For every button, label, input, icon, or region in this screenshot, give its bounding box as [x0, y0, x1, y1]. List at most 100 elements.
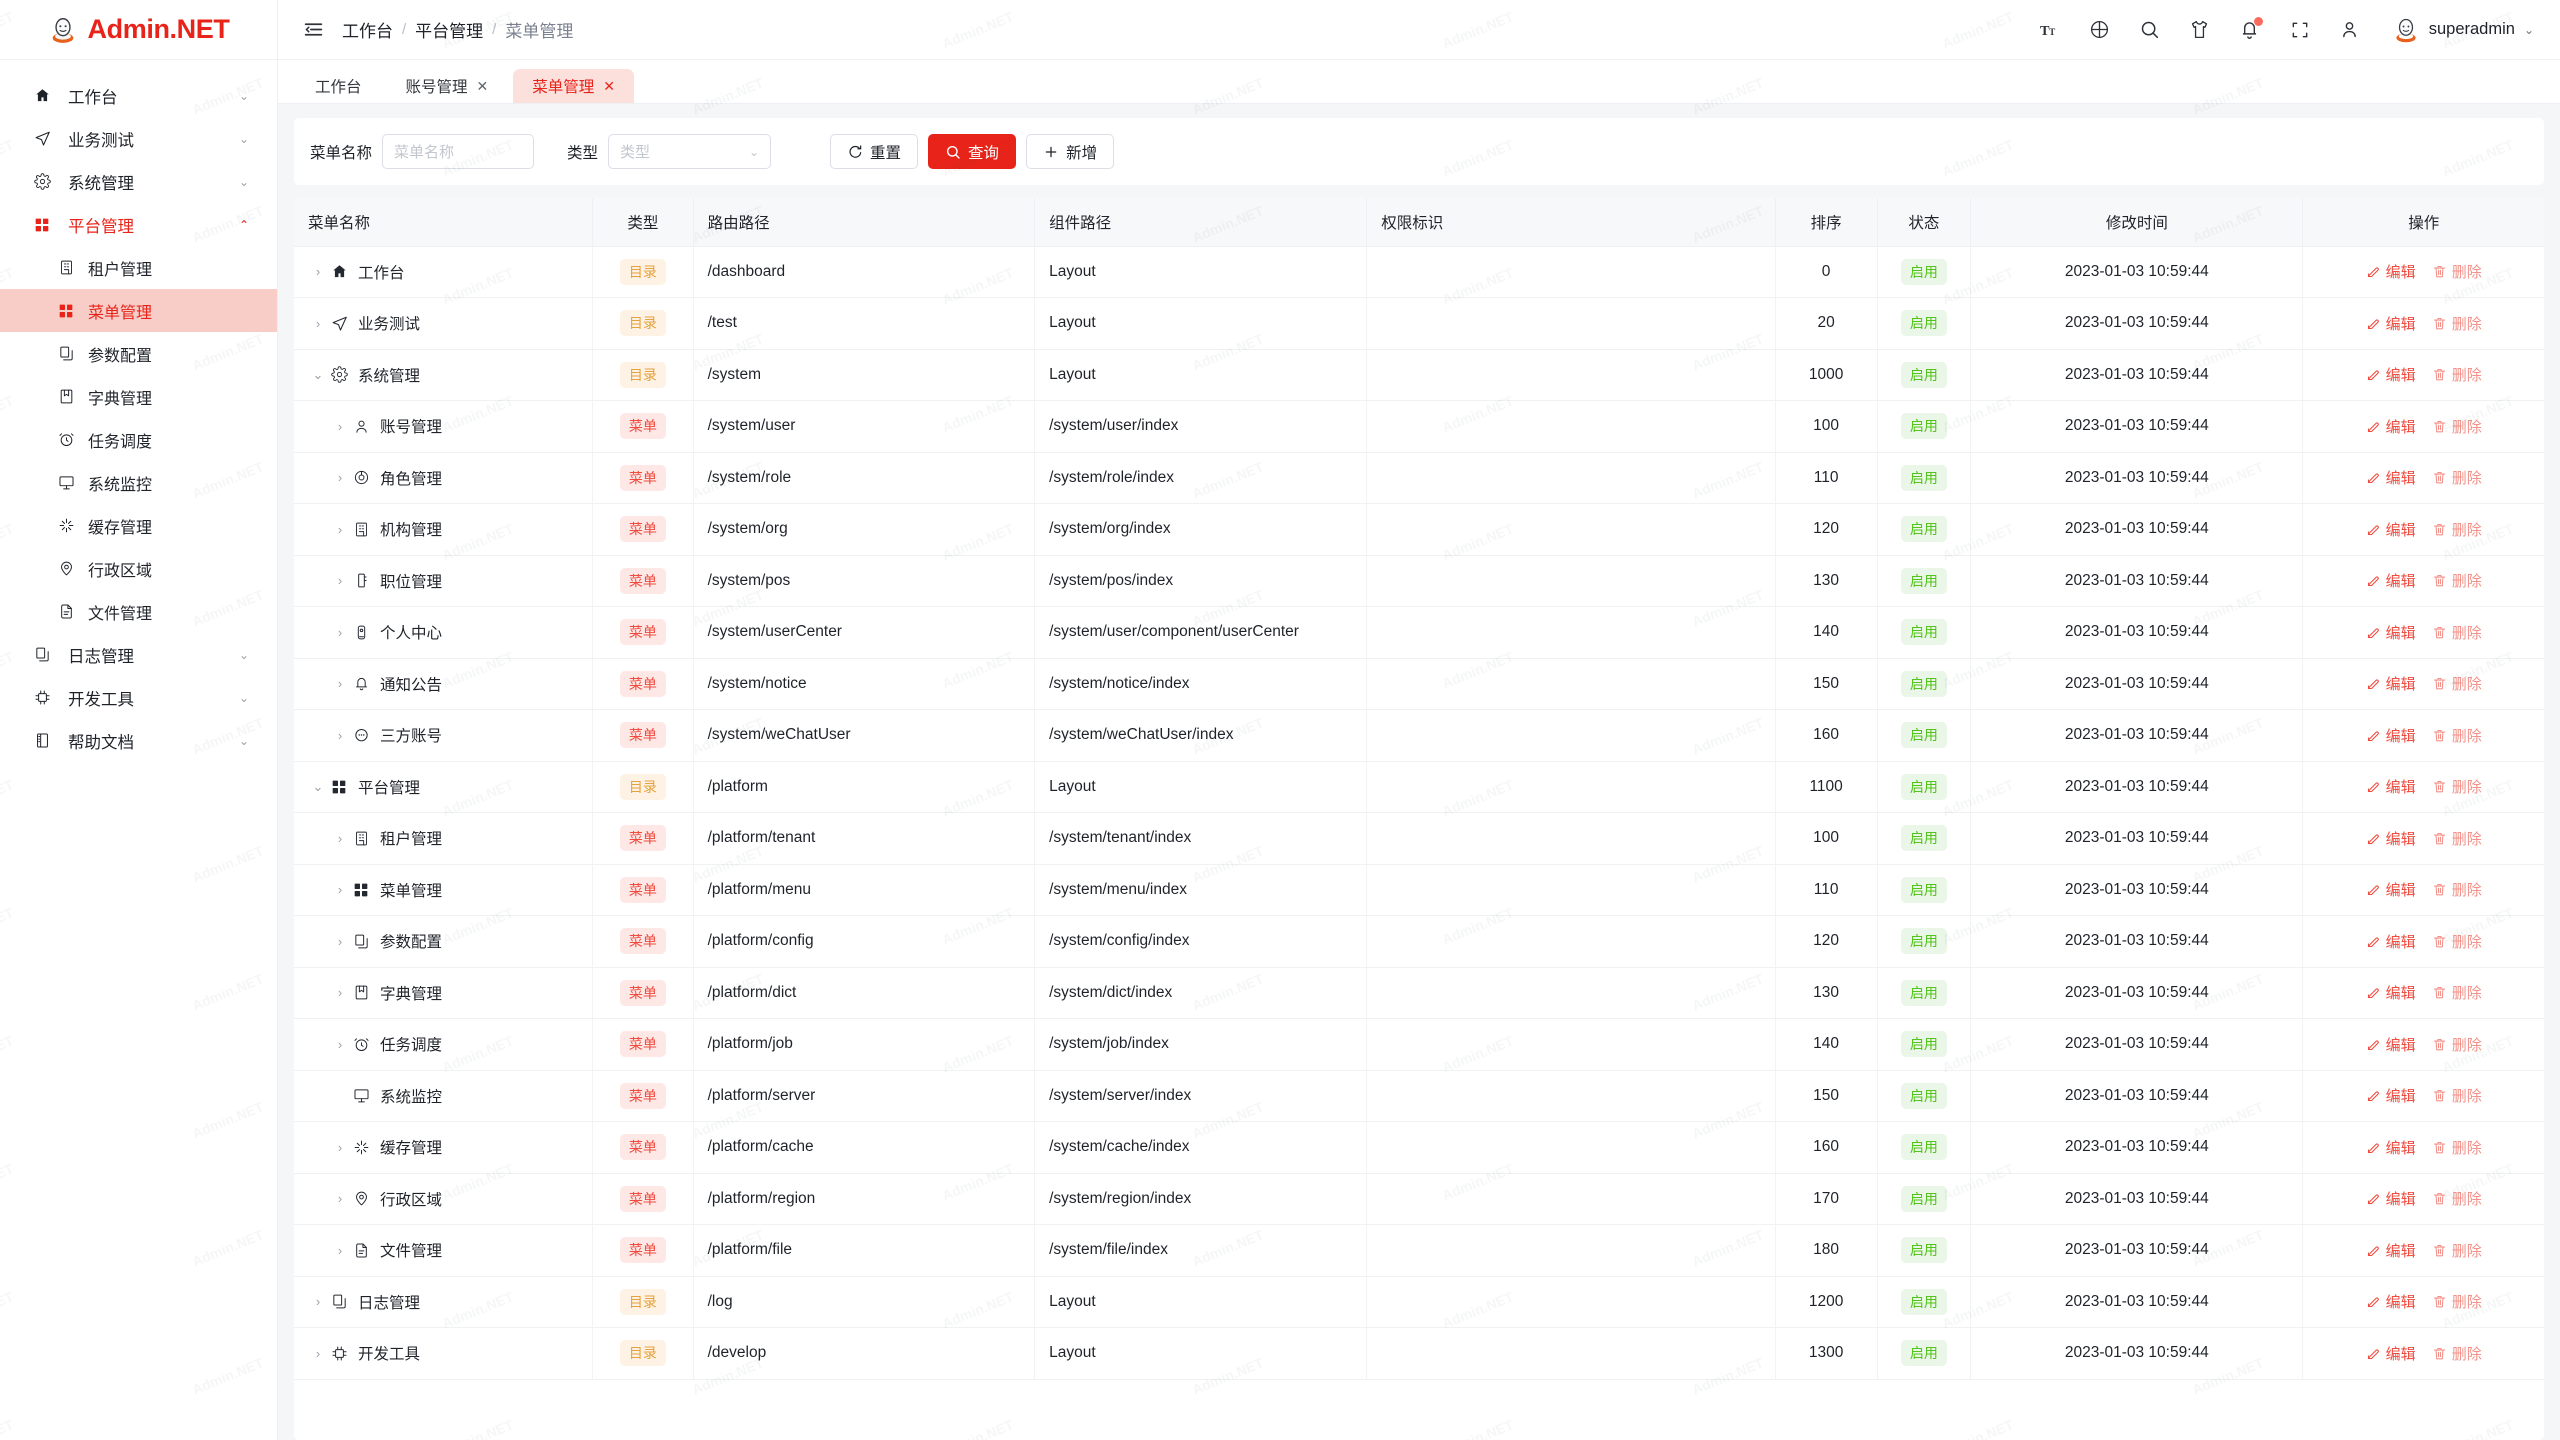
table-row[interactable]: › 行政区域 菜单/platform/region/system/region/in… [294, 1173, 2544, 1225]
chevron-right-icon[interactable]: › [337, 1139, 343, 1155]
edit-button[interactable]: 编辑 [2366, 467, 2416, 488]
table-row[interactable]: › 账号管理 菜单/system/user/system/user/index 100… [294, 400, 2544, 453]
delete-button[interactable]: 删除 [2432, 519, 2482, 540]
user-menu[interactable]: superadmin ⌄ [2392, 16, 2534, 44]
chevron-right-icon[interactable]: › [337, 830, 343, 846]
edit-button[interactable]: 编辑 [2366, 1034, 2416, 1055]
menu-name-input[interactable]: 菜单名称 [382, 134, 535, 169]
close-icon[interactable]: ✕ [476, 78, 489, 94]
chevron-right-icon[interactable]: › [337, 676, 343, 692]
breadcrumb-item-0[interactable]: 工作台 [342, 22, 393, 41]
chevron-right-icon[interactable]: › [337, 1242, 343, 1258]
delete-button[interactable]: 删除 [2432, 725, 2482, 746]
delete-button[interactable]: 删除 [2432, 261, 2482, 282]
chevron-right-icon[interactable]: › [337, 1191, 343, 1207]
chevron-right-icon[interactable]: › [315, 1294, 321, 1310]
delete-button[interactable]: 删除 [2432, 467, 2482, 488]
edit-button[interactable]: 编辑 [2366, 519, 2416, 540]
delete-button[interactable]: 删除 [2432, 1240, 2482, 1261]
bell-icon[interactable] [2238, 16, 2263, 42]
sidebar-item-4[interactable]: 租户管理 [0, 246, 277, 289]
chevron-right-icon[interactable]: › [337, 521, 343, 537]
sidebar-item-15[interactable]: 帮助文档 ⌄ [0, 719, 277, 762]
chevron-right-icon[interactable]: › [337, 882, 343, 898]
edit-button[interactable]: 编辑 [2366, 776, 2416, 797]
sidebar-item-13[interactable]: 日志管理 ⌄ [0, 633, 277, 676]
chevron-right-icon[interactable]: › [315, 315, 321, 331]
delete-button[interactable]: 删除 [2432, 828, 2482, 849]
delete-button[interactable]: 删除 [2432, 570, 2482, 591]
sidebar-item-1[interactable]: 业务测试 ⌄ [0, 117, 277, 160]
sidebar-item-12[interactable]: 文件管理 [0, 590, 277, 633]
sidebar-item-8[interactable]: 任务调度 [0, 418, 277, 461]
delete-button[interactable]: 删除 [2432, 313, 2482, 334]
table-row[interactable]: › 三方账号 菜单/system/weChatUser/system/weChatU… [294, 709, 2544, 762]
chevron-down-icon[interactable]: ⌄ [312, 366, 324, 382]
table-row[interactable]: › 字典管理 菜单/platform/dict/system/dict/index 1… [294, 967, 2544, 1019]
tab-1[interactable]: 账号管理 ✕ [387, 69, 508, 103]
edit-button[interactable]: 编辑 [2366, 1085, 2416, 1106]
sidebar-item-0[interactable]: 工作台 ⌄ [0, 74, 277, 117]
font-size-icon[interactable]: T T [2038, 18, 2062, 42]
edit-button[interactable]: 编辑 [2366, 1343, 2416, 1364]
sidebar-item-5[interactable]: 菜单管理 [0, 289, 277, 332]
chevron-right-icon[interactable]: › [337, 727, 343, 743]
chevron-right-icon[interactable]: › [315, 1345, 321, 1361]
sidebar-item-14[interactable]: 开发工具 ⌄ [0, 676, 277, 719]
delete-button[interactable]: 删除 [2432, 1291, 2482, 1312]
delete-button[interactable]: 删除 [2432, 416, 2482, 437]
delete-button[interactable]: 删除 [2432, 1034, 2482, 1055]
breadcrumb-item-1[interactable]: 平台管理 [415, 22, 484, 41]
table-row[interactable]: ⌄ 系统管理 目录/system Layout 1000 启用 2023-01-03 10:… [294, 349, 2544, 401]
sidebar-item-11[interactable]: 行政区域 [0, 547, 277, 590]
edit-button[interactable]: 编辑 [2366, 622, 2416, 643]
edit-button[interactable]: 编辑 [2366, 982, 2416, 1003]
tab-0[interactable]: 工作台 [296, 69, 381, 103]
delete-button[interactable]: 删除 [2432, 879, 2482, 900]
edit-button[interactable]: 编辑 [2366, 879, 2416, 900]
chevron-right-icon[interactable]: › [337, 933, 343, 949]
chevron-right-icon[interactable]: › [337, 985, 343, 1001]
edit-button[interactable]: 编辑 [2366, 1291, 2416, 1312]
chevron-right-icon[interactable]: › [337, 1036, 343, 1052]
delete-button[interactable]: 删除 [2432, 673, 2482, 694]
delete-button[interactable]: 删除 [2432, 1085, 2482, 1106]
type-select[interactable]: 类型 ⌄ [608, 134, 772, 169]
sidebar-item-2[interactable]: 系统管理 ⌄ [0, 160, 277, 203]
table-row[interactable]: › 角色管理 菜单/system/role/system/role/index 110… [294, 452, 2544, 504]
delete-button[interactable]: 删除 [2432, 622, 2482, 643]
table-row[interactable]: › 日志管理 目录/log Layout 1200 启用 2023-01-03 10:59:… [294, 1276, 2544, 1328]
table-row[interactable]: › 缓存管理 菜单/platform/cache/system/cache/inde… [294, 1121, 2544, 1174]
edit-button[interactable]: 编辑 [2366, 261, 2416, 282]
edit-button[interactable]: 编辑 [2366, 1137, 2416, 1158]
tab-2[interactable]: 菜单管理 ✕ [513, 69, 635, 103]
add-button[interactable]: 新增 [1026, 134, 1115, 169]
edit-button[interactable]: 编辑 [2366, 1240, 2416, 1261]
delete-button[interactable]: 删除 [2432, 364, 2482, 385]
reset-button[interactable]: 重置 [830, 134, 919, 169]
delete-button[interactable]: 删除 [2432, 776, 2482, 797]
fullscreen-icon[interactable] [2288, 18, 2312, 42]
search-button[interactable]: 查询 [928, 134, 1017, 169]
edit-button[interactable]: 编辑 [2366, 570, 2416, 591]
table-row[interactable]: 系统监控 菜单/platform/server/system/server/ind… [294, 1070, 2544, 1122]
edit-button[interactable]: 编辑 [2366, 725, 2416, 746]
table-row[interactable]: › 租户管理 菜单/platform/tenant/system/tenant/in… [294, 812, 2544, 865]
edit-button[interactable]: 编辑 [2366, 313, 2416, 334]
table-row[interactable]: › 个人中心 菜单/system/userCenter/system/user/co… [294, 606, 2544, 659]
delete-button[interactable]: 删除 [2432, 982, 2482, 1003]
language-globe-icon[interactable] [2088, 18, 2112, 42]
user-outline-icon[interactable] [2338, 18, 2362, 42]
table-row[interactable]: › 参数配置 菜单/platform/config/system/config/in… [294, 915, 2544, 968]
sidebar-item-6[interactable]: 参数配置 [0, 332, 277, 375]
edit-button[interactable]: 编辑 [2366, 416, 2416, 437]
chevron-right-icon[interactable]: › [337, 624, 343, 640]
menu-fold-icon[interactable] [300, 17, 326, 43]
edit-button[interactable]: 编辑 [2366, 364, 2416, 385]
chevron-right-icon[interactable]: › [337, 418, 343, 434]
table-row[interactable]: › 工作台 目录/dashboard Layout 0 启用 2023-01-03 10:5… [294, 246, 2544, 298]
table-row[interactable]: › 业务测试 目录/test Layout 20 启用 2023-01-03 10:59:4… [294, 297, 2544, 350]
table-row[interactable]: › 开发工具 目录/develop Layout 1300 启用 2023-01-03 10… [294, 1327, 2544, 1380]
chevron-right-icon[interactable]: › [337, 573, 343, 589]
close-icon[interactable]: ✕ [603, 78, 616, 94]
